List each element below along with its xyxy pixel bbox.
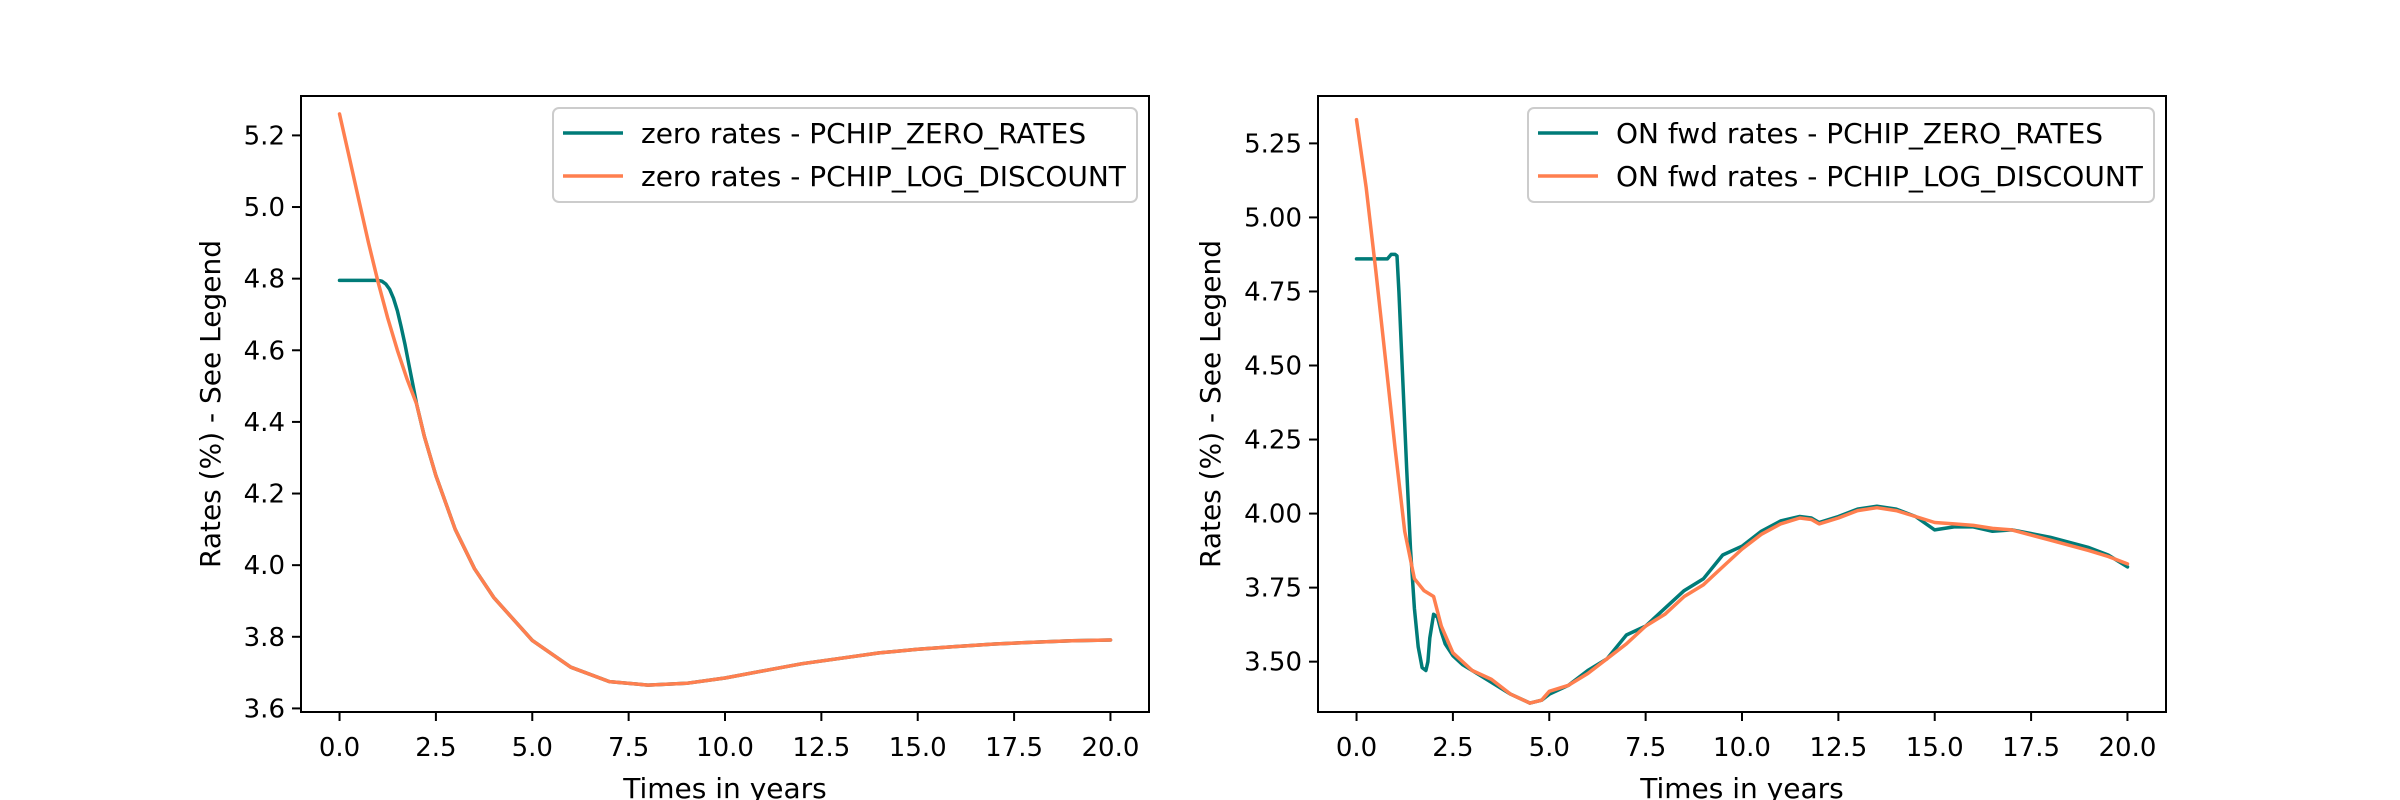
y-tick-label: 3.6 (244, 694, 285, 724)
y-tick-label: 3.8 (244, 623, 285, 653)
series-lines (1354, 117, 2130, 705)
series-line-zero-rates-pchip-log-discount (337, 112, 1113, 687)
x-tick-label: 20.0 (1082, 733, 1140, 763)
y-tick-label: 3.75 (1244, 574, 1302, 604)
x-tick-label: 7.5 (608, 733, 649, 763)
x-tick-label: 12.5 (792, 733, 850, 763)
y-tick-label: 4.00 (1244, 500, 1302, 530)
legend-box (1527, 107, 2155, 203)
legend-label-zero-rates-pchip-zero-rates: zero rates - PCHIP_ZERO_RATES (641, 117, 1086, 150)
x-tick-label: 12.5 (1809, 733, 1867, 763)
y-tick-label: 4.25 (1244, 426, 1302, 456)
y-tick-label: 5.0 (244, 193, 285, 223)
legend-label-zero-rates-pchip-log-discount: zero rates - PCHIP_LOG_DISCOUNT (641, 160, 1127, 193)
legend: ON fwd rates - PCHIP_ZERO_RATES ON fwd r… (1527, 107, 2155, 203)
y-axis-label: Rates (%) - See Legend (194, 240, 227, 568)
x-tick-label: 2.5 (1432, 733, 1473, 763)
x-axis-label: Times in years (1639, 772, 1844, 800)
x-ticks: 0.0 2.5 5.0 7.5 10.0 12.5 15.0 17.5 20.0 (1336, 712, 2157, 763)
x-tick-label: 10.0 (1713, 733, 1771, 763)
x-tick-label: 17.5 (2002, 733, 2060, 763)
x-ticks: 0.0 2.5 5.0 7.5 10.0 12.5 15.0 17.5 20.0 (319, 712, 1140, 763)
x-tick-label: 7.5 (1625, 733, 1666, 763)
legend: zero rates - PCHIP_ZERO_RATES zero rates… (552, 107, 1138, 203)
legend-label-on-fwd-rates-pchip-log-discount: ON fwd rates - PCHIP_LOG_DISCOUNT (1616, 160, 2144, 193)
x-tick-label: 15.0 (1906, 733, 1964, 763)
series-lines (337, 112, 1113, 687)
y-tick-label: 4.0 (244, 551, 285, 581)
x-tick-label: 10.0 (696, 733, 754, 763)
y-tick-label: 3.50 (1244, 648, 1302, 678)
y-tick-label: 4.75 (1244, 277, 1302, 307)
x-tick-label: 2.5 (415, 733, 456, 763)
x-axis-label: Times in years (622, 772, 827, 800)
chart-panel-on-fwd-rates: 0.0 2.5 5.0 7.5 10.0 12.5 15.0 17.5 20.0 3.50 3.7… (1194, 95, 2167, 800)
y-tick-label: 5.25 (1244, 129, 1302, 159)
y-tick-label: 4.6 (244, 336, 285, 366)
y-axis-label: Rates (%) - See Legend (1194, 240, 1227, 568)
y-tick-label: 5.2 (244, 121, 285, 151)
y-tick-label: 4.4 (244, 408, 285, 438)
x-tick-label: 0.0 (1336, 733, 1377, 763)
series-line-on-fwd-rates-pchip-log-discount (1354, 117, 2130, 705)
x-tick-label: 15.0 (889, 733, 947, 763)
y-tick-label: 5.00 (1244, 203, 1302, 233)
x-tick-label: 0.0 (319, 733, 360, 763)
x-tick-label: 5.0 (1529, 733, 1570, 763)
y-ticks: 3.50 3.75 4.00 4.25 4.50 4.75 5.00 5.25 (1244, 129, 1318, 678)
x-tick-label: 17.5 (985, 733, 1043, 763)
y-ticks: 3.6 3.8 4.0 4.2 4.4 4.6 4.8 5.0 5.2 (244, 121, 301, 724)
chart-panel-zero-rates: 0.0 2.5 5.0 7.5 10.0 12.5 15.0 17.5 20.0 3.6 3.8 4… (194, 95, 1150, 800)
y-tick-label: 4.50 (1244, 352, 1302, 382)
legend-box (552, 107, 1138, 203)
legend-label-on-fwd-rates-pchip-zero-rates: ON fwd rates - PCHIP_ZERO_RATES (1616, 117, 2103, 150)
x-tick-label: 5.0 (512, 733, 553, 763)
y-tick-label: 4.2 (244, 480, 285, 510)
x-tick-label: 20.0 (2099, 733, 2157, 763)
y-tick-label: 4.8 (244, 265, 285, 295)
